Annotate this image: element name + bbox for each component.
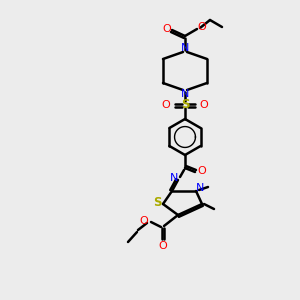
Text: O: O [198, 22, 206, 32]
Text: O: O [200, 100, 208, 110]
Text: N: N [170, 173, 178, 183]
Text: N: N [181, 43, 189, 53]
Text: O: O [163, 24, 171, 34]
Text: O: O [159, 241, 167, 251]
Text: N: N [196, 183, 204, 193]
Text: O: O [162, 100, 170, 110]
Text: S: S [153, 196, 161, 209]
Text: O: O [140, 216, 148, 226]
Text: N: N [181, 89, 189, 99]
Text: O: O [198, 166, 206, 176]
Text: S: S [181, 98, 189, 112]
